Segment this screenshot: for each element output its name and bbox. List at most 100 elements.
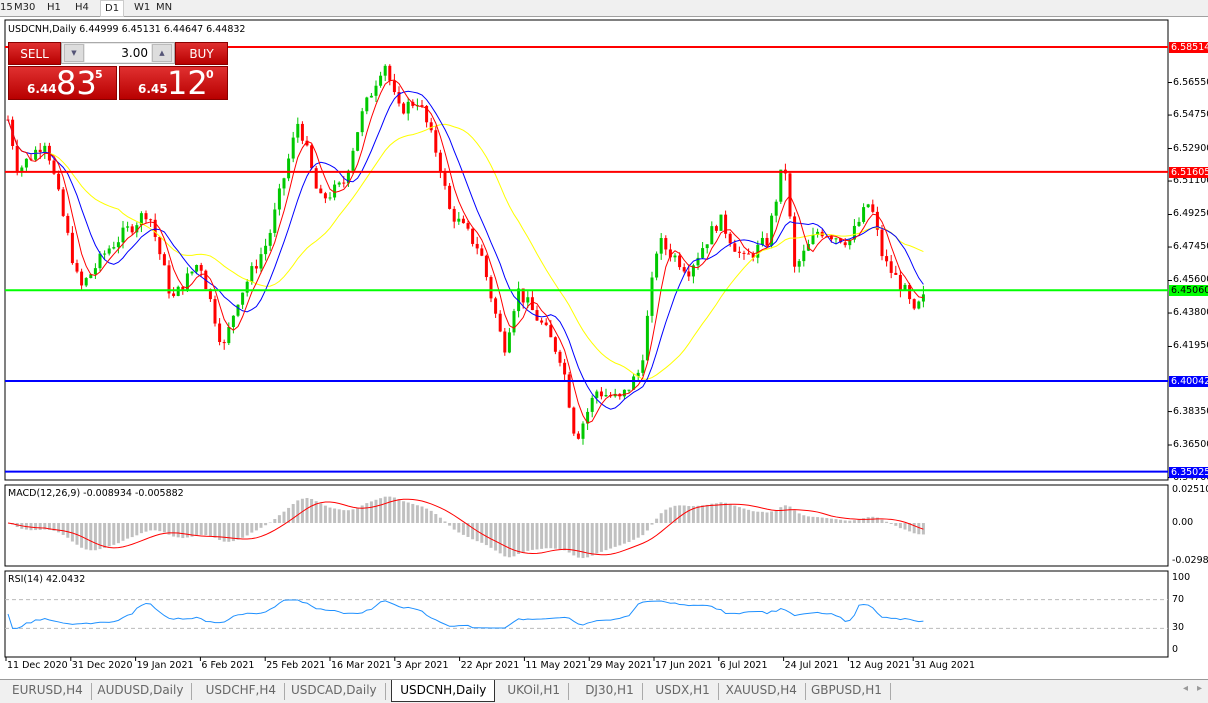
macd-label: MACD(12,26,9) -0.008934 -0.005882 <box>8 488 184 499</box>
candle-body <box>719 214 723 231</box>
macd-histogram-bar <box>710 503 714 523</box>
candle-body <box>655 253 659 278</box>
macd-histogram-bar <box>788 506 792 523</box>
macd-histogram-bar <box>167 523 171 535</box>
tab-gbpusd-h1[interactable]: GBPUSD,H1 <box>803 683 891 700</box>
date-axis-label: 31 Aug 2021 <box>914 660 976 671</box>
candle-body <box>645 315 649 361</box>
macd-histogram-bar <box>687 506 691 523</box>
sell-price-prefix: 6.44 <box>27 82 57 96</box>
candle-body <box>379 75 383 86</box>
macd-histogram-bar <box>540 523 544 549</box>
buy-button[interactable]: BUY <box>175 42 228 65</box>
candle-body <box>250 266 254 282</box>
macd-histogram-bar <box>121 523 125 541</box>
tab-usdcad-daily[interactable]: USDCAD,Daily <box>283 683 386 700</box>
candle-body <box>898 274 902 291</box>
macd-histogram-bar <box>452 523 456 530</box>
candle-body <box>443 172 447 186</box>
tab-usdcnh-daily[interactable]: USDCNH,Daily <box>391 680 496 702</box>
candle-body <box>89 274 93 279</box>
macd-histogram-bar <box>93 523 97 551</box>
macd-histogram-bar <box>89 523 93 551</box>
candle-body <box>213 299 217 324</box>
buy-price[interactable]: 6.45 12 0 <box>119 64 228 102</box>
tab-audusd-daily[interactable]: AUDUSD,Daily <box>89 683 193 700</box>
date-axis-label: 24 Jul 2021 <box>784 660 839 671</box>
date-axis-label: 11 May 2021 <box>525 660 588 671</box>
macd-histogram-bar <box>52 523 56 531</box>
macd-histogram-bar <box>848 520 852 523</box>
buy-price-prefix: 6.45 <box>138 82 168 96</box>
timeframe-H1[interactable]: H1 <box>47 2 61 13</box>
candle-body <box>181 286 185 291</box>
candle-body <box>512 311 516 333</box>
candle-body <box>61 189 65 216</box>
macd-histogram-bar <box>116 523 120 544</box>
macd-histogram-bar <box>231 523 235 542</box>
candle-body <box>581 423 585 439</box>
tab-usdx-h1[interactable]: USDX,H1 <box>647 683 719 700</box>
macd-histogram-bar <box>351 509 355 523</box>
candle-body <box>24 158 28 168</box>
candle-body <box>774 201 778 216</box>
macd-histogram-bar <box>650 523 654 525</box>
chart-canvas[interactable] <box>0 17 1208 679</box>
macd-histogram-bar <box>29 523 33 531</box>
macd-histogram-bar <box>172 523 176 537</box>
sell-button[interactable]: SELL <box>8 42 61 65</box>
sell-price-pip: 5 <box>95 68 103 81</box>
macd-histogram-bar <box>912 523 916 534</box>
macd-histogram-bar <box>397 499 401 523</box>
macd-histogram-bar <box>880 519 884 523</box>
timeframe-15[interactable]: 15 <box>0 2 13 13</box>
macd-histogram-bar <box>337 509 341 523</box>
tab-dj30-h1[interactable]: DJ30,H1 <box>577 683 643 700</box>
macd-histogram-bar <box>112 523 116 545</box>
candle-body <box>480 248 484 256</box>
timeframe-D1[interactable]: D1 <box>100 0 125 17</box>
macd-histogram-bar <box>862 518 866 523</box>
candle-body <box>503 331 507 353</box>
candle-body <box>917 301 921 309</box>
tab-scroll-left-icon[interactable]: ◂ <box>1182 683 1188 694</box>
timeframe-M30[interactable]: M30 <box>14 2 36 13</box>
tab-xauusd-h4[interactable]: XAUUSD,H4 <box>718 683 806 700</box>
buy-price-pip: 0 <box>206 68 214 81</box>
macd-histogram-bar <box>277 515 281 523</box>
candle-body <box>103 253 107 255</box>
timeframe-W1[interactable]: W1 <box>134 2 151 13</box>
macd-histogram-bar <box>130 523 134 538</box>
candle-body <box>866 204 870 208</box>
tab-usdchf-h4[interactable]: USDCHF,H4 <box>198 683 286 700</box>
macd-histogram-bar <box>392 497 396 523</box>
candle-body <box>20 167 24 172</box>
candle-body <box>682 267 686 272</box>
macd-histogram-bar <box>512 523 516 557</box>
macd-histogram-bar <box>728 504 732 523</box>
candle-body <box>576 433 580 439</box>
macd-histogram-bar <box>595 523 599 554</box>
timeframe-H4[interactable]: H4 <box>75 2 89 13</box>
macd-histogram-bar <box>678 505 682 523</box>
candle-body <box>636 372 640 377</box>
tab-scroll-right-icon[interactable]: ▸ <box>1196 683 1202 694</box>
macd-histogram-bar <box>61 523 65 535</box>
candle-body <box>875 211 879 230</box>
candle-body <box>158 236 162 255</box>
candle-body <box>848 239 852 246</box>
timeframe-MN[interactable]: MN <box>156 2 173 13</box>
candle-body <box>728 233 732 244</box>
lot-input[interactable]: 3.00 <box>85 44 151 62</box>
candle-body <box>471 228 475 244</box>
macd-histogram-bar <box>466 523 470 537</box>
increase-lot-button[interactable]: ▲ <box>152 44 172 62</box>
tab-ukoil-h1[interactable]: UKOil,H1 <box>499 683 569 700</box>
decrease-lot-button[interactable]: ▼ <box>64 44 84 62</box>
tab-eurusd-h4[interactable]: EURUSD,H4 <box>4 683 92 700</box>
macd-histogram-bar <box>346 510 350 523</box>
sell-price[interactable]: 6.44 83 5 <box>8 64 117 102</box>
macd-histogram-bar <box>829 518 833 523</box>
macd-histogram-bar <box>747 509 751 523</box>
candle-body <box>664 238 668 250</box>
